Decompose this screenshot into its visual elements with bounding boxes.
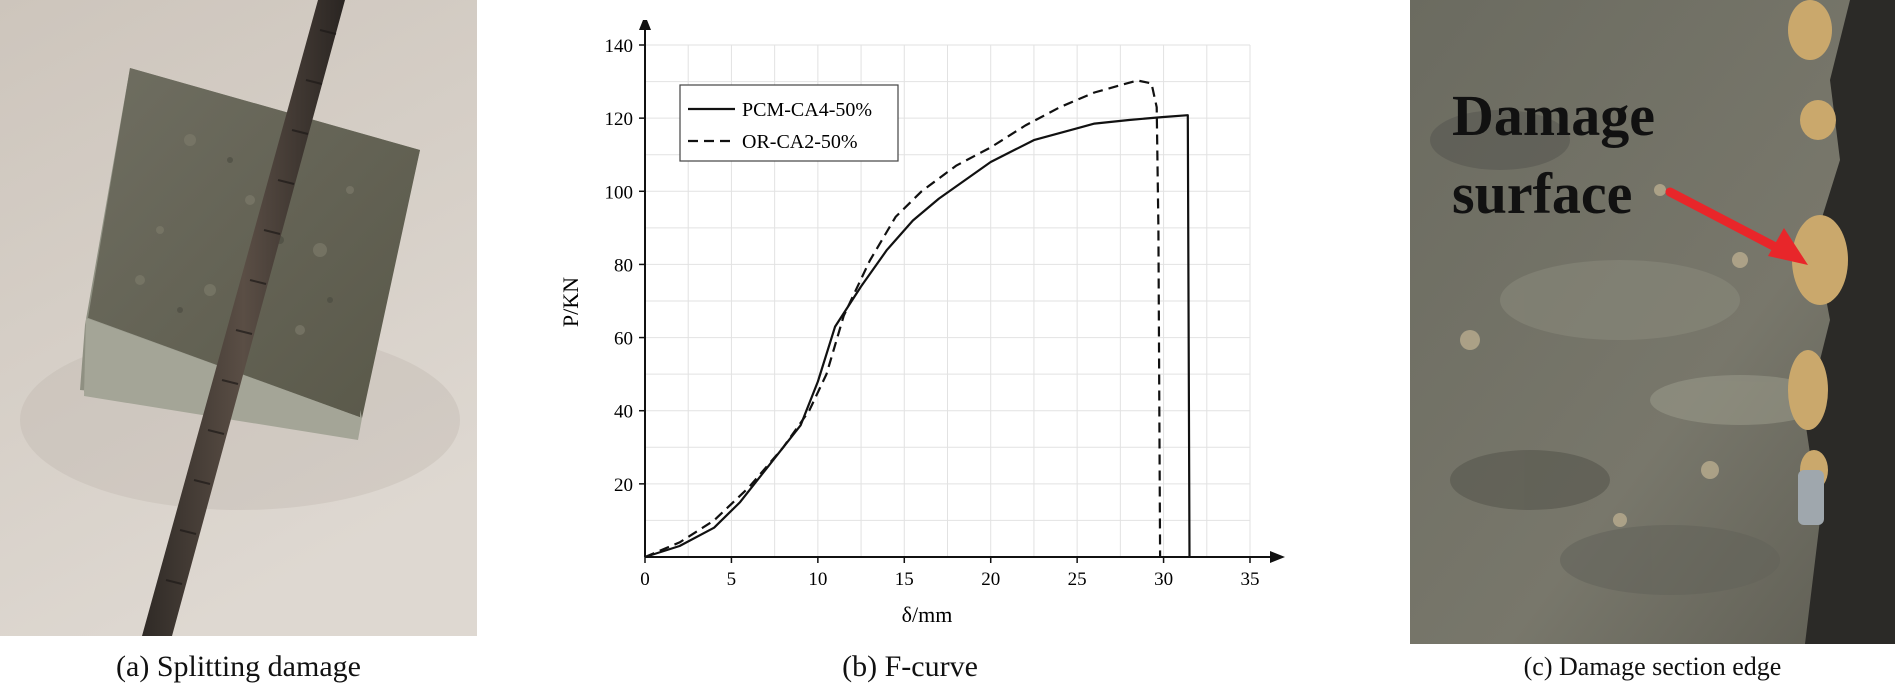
- x-tick-label: 20: [981, 569, 1000, 590]
- x-tick-label: 15: [895, 569, 914, 590]
- x-tick-label: 5: [727, 569, 737, 590]
- chart-axes: [639, 15, 1285, 563]
- y-tick-label: 20: [614, 475, 633, 496]
- damage-label-line2: surface: [1452, 161, 1632, 226]
- y-tick-label: 100: [605, 182, 634, 203]
- chart-legend: PCM-CA4-50% OR-CA2-50%: [679, 84, 899, 162]
- legend-box: [679, 84, 899, 162]
- damage-label-line1: Damage: [1452, 83, 1655, 148]
- caption-panel-c: (c) Damage section edge: [1523, 652, 1782, 681]
- x-tick-label: 25: [1068, 569, 1087, 590]
- damage-arrow: [1665, 187, 1808, 265]
- legend-label-1: PCM-CA4-50%: [742, 99, 872, 121]
- x-axis-label: δ/mm: [902, 602, 953, 627]
- y-axis-label: P/KN: [558, 277, 583, 327]
- y-tick-label: 60: [614, 329, 633, 350]
- x-axis-arrow: [1270, 551, 1285, 563]
- photo-splitting-damage: [0, 0, 477, 636]
- chart-f-curve: 0 5 10 15 20 25 30 35 20 40 60 80 100 120 140 PCM-CA4-…: [550, 15, 1320, 630]
- photo-damage-section-edge: Damage surface: [1410, 0, 1895, 644]
- x-tick-label: 10: [808, 569, 827, 590]
- series-line-2: [644, 79, 1162, 559]
- y-tick-label: 80: [614, 255, 633, 276]
- chart-series: [644, 79, 1191, 559]
- y-tick-label: 40: [614, 402, 633, 423]
- caption-panel-b: (b) F-curve: [842, 650, 978, 683]
- x-tick-label: 30: [1154, 569, 1173, 590]
- legend-label-2: OR-CA2-50%: [742, 131, 858, 153]
- x-tick-label: 0: [640, 569, 650, 590]
- y-tick-label: 120: [605, 109, 634, 130]
- y-axis-arrow: [639, 15, 651, 30]
- chart-ticks: 0 5 10 15 20 25 30 35 20 40 60 80 100 120 140: [605, 36, 1260, 590]
- caption-panel-a: (a) Splitting damage: [116, 650, 361, 683]
- y-tick-label: 140: [605, 36, 634, 57]
- x-tick-label: 35: [1241, 569, 1260, 590]
- series-line-1: [644, 114, 1191, 559]
